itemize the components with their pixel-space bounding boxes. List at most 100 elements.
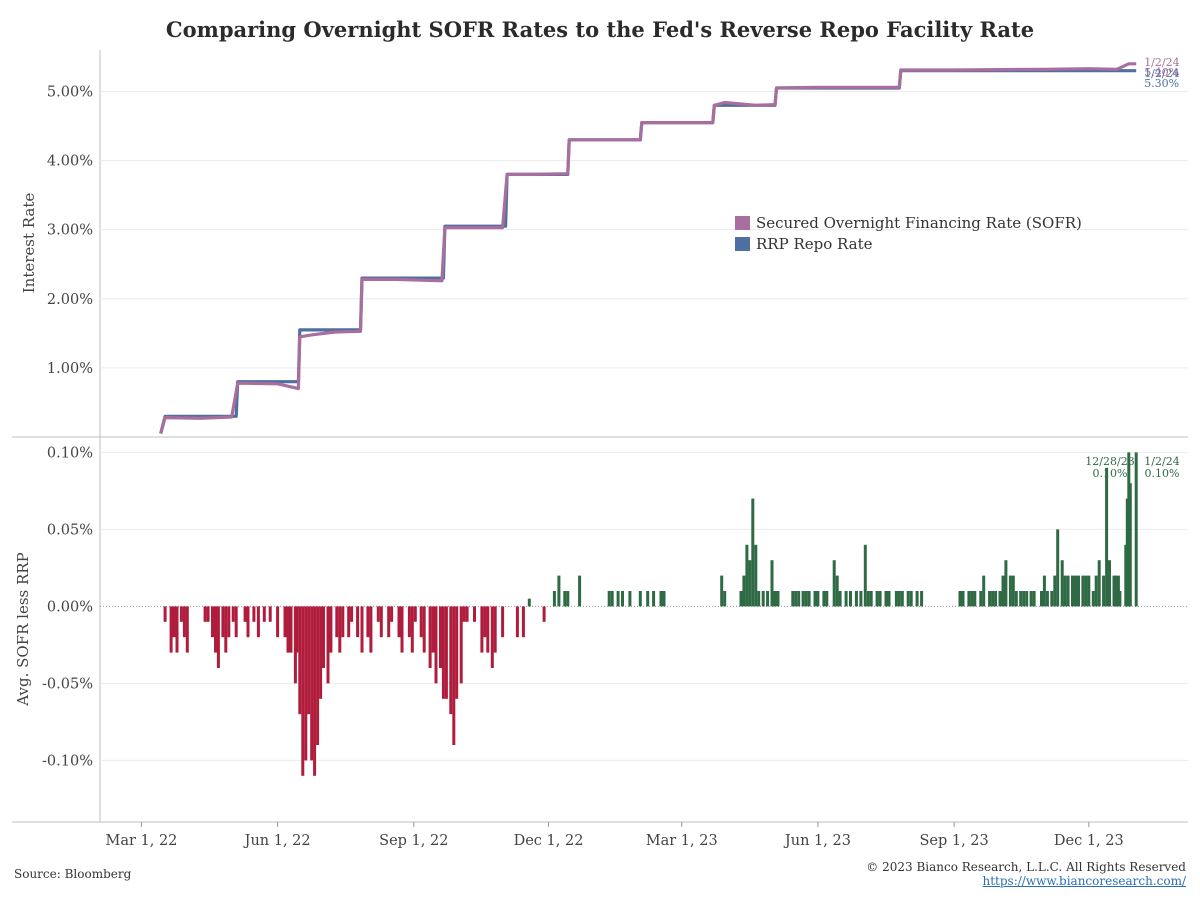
spread-bars [163,452,1138,776]
spread-bar [745,544,749,607]
spread-bar [441,606,445,699]
spread-bar [252,606,256,622]
spread-bar [832,560,836,607]
spread-bar [335,606,339,638]
spread-bar [390,606,394,622]
spread-bar [1050,591,1054,607]
spread-bar [967,591,971,607]
spread-bar [387,606,391,638]
spread-bar [431,606,435,653]
spread-bar [878,591,882,607]
spread-bar [875,591,879,607]
spread-bar [766,591,770,607]
spread-bar [1029,591,1033,607]
spread-bar [413,606,417,622]
spread-bar [527,598,531,607]
spread-bar [1066,575,1070,607]
spread-bar [909,591,913,607]
spread-bar [835,575,839,607]
website-link[interactable]: https://www.biancoresearch.com/ [982,874,1186,888]
spread-bar [231,606,235,622]
spread-bar [863,544,867,607]
spread-bar [439,606,442,668]
spread-bar [1074,575,1077,607]
spread-bar [994,591,998,607]
x-tick-label: Jun 1, 22 [243,833,311,849]
spread-bar [301,606,305,776]
spread-bar [552,591,556,607]
spread-bar [849,591,852,607]
bottom-annotation-value: 0.10% [1093,467,1128,480]
spread-bar [322,606,325,668]
spread-bar [854,591,858,607]
spread-bar [982,575,986,607]
spread-bar [1040,591,1043,607]
x-tick-label: Sep 1, 23 [919,833,988,849]
spread-bar [998,591,1002,607]
spread-bar [1025,591,1029,607]
spread-bar [979,591,983,607]
x-tick-label: Mar 1, 22 [105,833,177,849]
top-gridlines: 1.00% 2.00% 3.00% 4.00% 5.00% [47,84,1188,377]
spread-bar [757,591,761,607]
spread-bar [1102,575,1106,607]
spread-bar [1042,575,1046,607]
spread-bar [1084,575,1088,607]
spread-bar [646,591,650,607]
x-tick-label: Jun 1, 23 [783,833,851,849]
spread-bar [268,606,272,622]
spread-bar [243,606,247,622]
spread-bar [283,606,287,638]
spread-bar [770,560,774,607]
spread-bar [1105,467,1109,607]
spread-bar [462,606,466,622]
spread-bar [410,606,414,653]
spread-bar [970,591,974,607]
spread-bar [797,591,801,607]
bottom-annotation-date: 1/2/24 [1144,455,1179,468]
spread-bar [465,606,469,622]
spread-bar [366,606,370,638]
x-tick-label: Dec 1, 22 [514,833,584,849]
spread-bar [501,606,505,638]
spread-bar [773,591,777,607]
spread-bar [185,606,189,653]
spread-bar [175,606,179,653]
spread-bar [407,606,411,638]
spread-bar [776,591,780,607]
spread-bar [1063,575,1067,607]
spread-bar [616,591,620,607]
spread-bar [578,575,582,607]
source-note: Source: Bloomberg [14,867,132,881]
spread-bar [483,606,487,638]
spread-bar [400,606,404,653]
spread-bar [490,606,494,668]
spread-bar [422,606,426,653]
spread-bar [221,606,225,638]
spread-bar [172,606,176,638]
top-annotation-value: 5.30% [1144,77,1179,90]
spread-bar [289,606,293,653]
spread-bar [742,575,746,607]
spread-bar [304,606,308,761]
spread-bar [455,606,459,699]
spread-bar [1056,529,1060,607]
spread-bar [1118,591,1122,607]
spread-bar [791,591,795,607]
spread-bar [182,606,186,638]
spread-bar [813,591,817,607]
spread-bar [369,606,373,653]
spread-bar [1008,575,1012,607]
spread-bar [1011,575,1015,607]
spread-bar [610,591,614,607]
spread-bar [206,606,210,622]
spread-bar [628,591,632,607]
spread-bar [360,606,364,653]
spread-bar [869,591,873,607]
spread-bar [894,591,898,607]
spread-bar [444,606,448,699]
legend-swatch-sofr [735,216,750,230]
spread-bar [1081,575,1085,607]
spread-bar [887,591,891,607]
spread-bar [720,575,724,607]
